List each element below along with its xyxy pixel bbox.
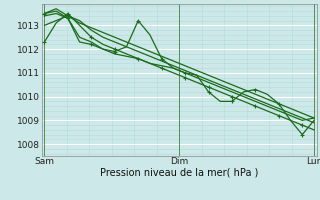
X-axis label: Pression niveau de la mer( hPa ): Pression niveau de la mer( hPa ) (100, 168, 258, 178)
